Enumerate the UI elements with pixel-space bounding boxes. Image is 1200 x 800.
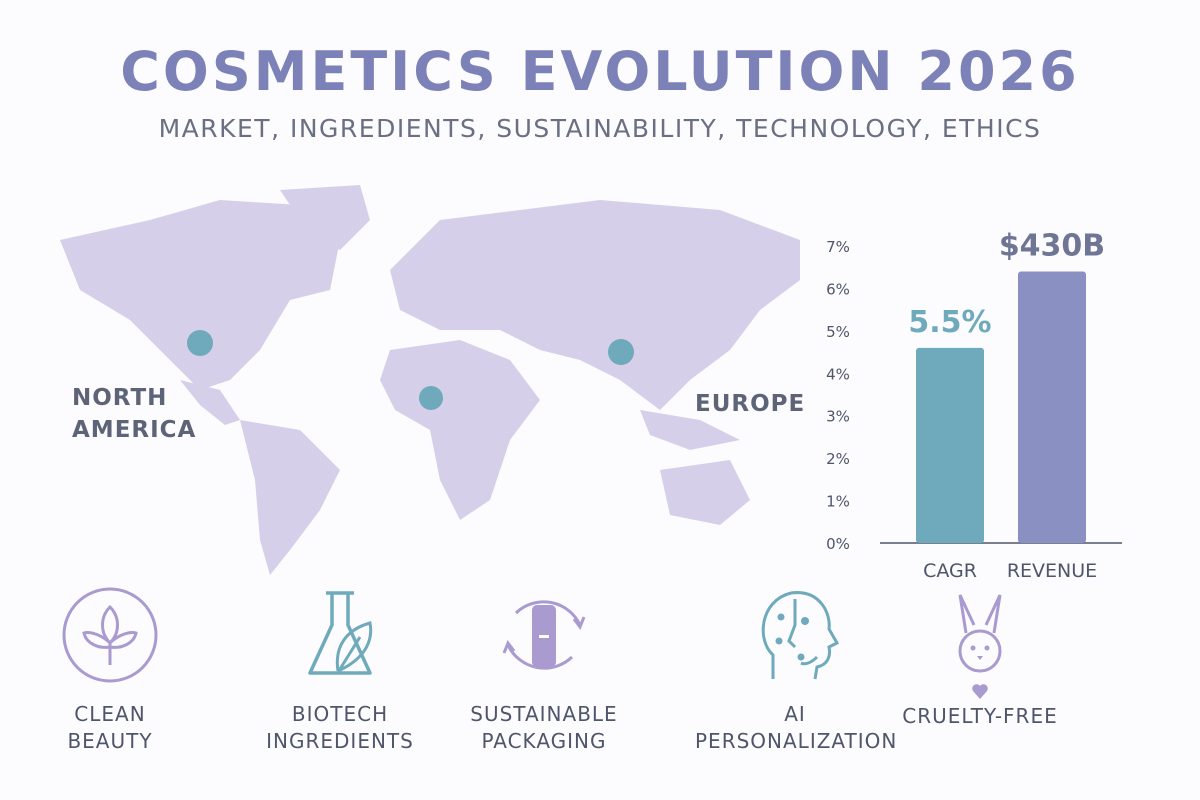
africa-landmass [380,340,540,520]
recycle-bottle-icon [502,600,586,670]
page-title: COSMETICS EVOLUTION 2026 [120,40,1080,103]
y-tick-label: 0% [826,535,850,553]
flask-leaf-icon [308,591,373,675]
region-label-line: AMERICA [72,417,197,443]
feature-label-line: INGREDIENTS [266,729,414,753]
map-marker-africa [419,386,443,410]
feature-label-line: BIOTECH [291,702,389,726]
y-tick-label: 3% [826,408,850,426]
australia-landmass [660,460,750,525]
feature-label: SUSTAINABLE PACKAGING [444,701,644,755]
data-label: 5.5% [908,305,991,340]
data-label: $430B [999,228,1105,263]
feature-bunny: CRUELTY-FREE [880,585,1080,730]
southeast-asia-landmass [640,410,740,450]
feature-recycle-bottle: SUSTAINABLE PACKAGING [444,585,644,755]
feature-label: BIOTECH INGREDIENTS [240,701,440,755]
region-label-line: NORTH [72,385,168,411]
bar-cagr [916,347,984,543]
feature-flask-leaf: BIOTECH INGREDIENTS [240,585,440,755]
feature-ai-head: AI PERSONALIZATION [695,585,898,755]
y-tick-label: 6% [826,280,850,298]
greenland-landmass [280,185,370,250]
feature-label: CLEAN BEAUTY [10,701,210,755]
region-label-europe: EUROPE [695,391,806,417]
feature-leaf-circle: CLEAN BEAUTY [10,585,210,755]
bar-revenue [1018,271,1086,543]
feature-label-line: CRUELTY-FREE [902,704,1058,728]
feature-label: CRUELTY-FREE [880,703,1080,730]
x-tick-label: CAGR [923,560,977,582]
page-subtitle: MARKET, INGREDIENTS, SUSTAINABILITY, TEC… [158,114,1042,143]
feature-label-line: PACKAGING [481,729,607,753]
south-america-landmass [240,420,340,575]
bar-chart: 0% 1% 2% 3% 4% 5% 6% 7% CAGR 5.5% REVENUE $430B [826,228,1122,582]
x-tick-label: REVENUE [1007,560,1097,582]
feature-label-line: CLEAN [74,702,146,726]
bunny-icon [958,594,1002,699]
feature-label-line: SUSTAINABLE [470,702,618,726]
eurasia-landmass [390,200,800,410]
region-label-north-america: NORTH AMERICA [72,382,196,446]
y-tick-label: 1% [826,493,850,511]
y-tick-label: 2% [826,450,850,468]
central-america-landmass [180,380,240,425]
feature-label-line: BEAUTY [67,729,153,753]
feature-label-line: PERSONALIZATION [695,729,898,753]
y-tick-label: 7% [826,238,850,256]
feature-label-line: AI [784,702,806,726]
map-marker-asia [608,339,634,365]
north-america-landmass [60,200,340,390]
feature-label: AI PERSONALIZATION [695,701,898,755]
leaf-circle-icon [62,587,158,683]
map-marker-north-america [187,330,213,356]
ai-head-icon [761,591,840,680]
y-tick-label: 5% [826,323,850,341]
y-tick-label: 4% [826,365,850,383]
world-map [60,185,800,575]
